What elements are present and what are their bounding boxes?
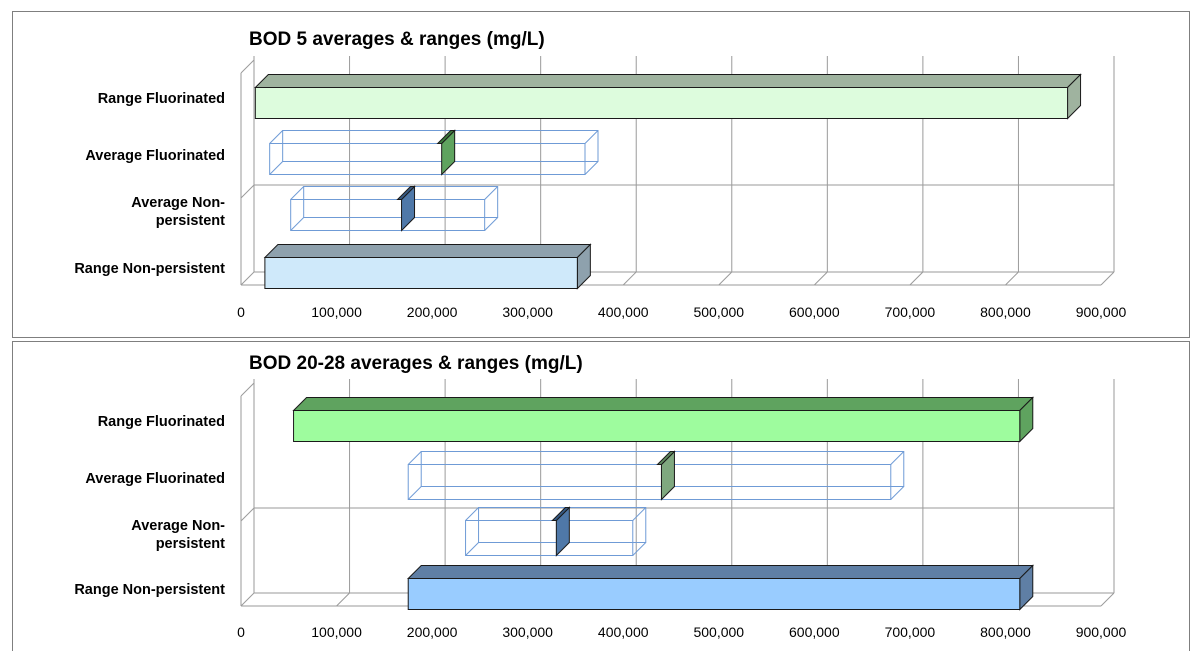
average-marker-top <box>396 186 416 200</box>
x-tick-label: 200,000 <box>407 304 458 320</box>
range-box-edge <box>890 486 905 500</box>
x-tick-label: 900,000 <box>1076 624 1127 640</box>
range-box-edge <box>465 542 479 556</box>
range-box-edge <box>484 186 499 200</box>
bar-average-fluorinated <box>407 450 905 501</box>
bar-top-face <box>263 244 592 258</box>
floor-gridline <box>718 271 733 286</box>
bar-range-fluorinated <box>292 396 1034 443</box>
x-tick-label: 200,000 <box>407 624 458 640</box>
bod20-28-chart-panel: BOD 20-28 averages & ranges (mg/L) 0 100,0… <box>12 341 1190 651</box>
x-tick-label: 700,000 <box>885 304 936 320</box>
floor-gridline <box>240 271 255 286</box>
bar-front-face <box>407 578 1021 610</box>
range-box-edge <box>584 161 599 175</box>
x-tick-label: 900,000 <box>1076 304 1127 320</box>
x-tick-label: 300,000 <box>502 304 553 320</box>
x-tick-label: 100,000 <box>311 304 362 320</box>
floor-gridline <box>622 271 637 286</box>
range-box-edge <box>407 486 422 500</box>
bar-top-face <box>292 397 1034 411</box>
side-gridline <box>240 59 255 74</box>
x-tick-label: 0 <box>237 304 245 320</box>
range-box-edge <box>584 130 599 144</box>
floor-gridline <box>813 271 828 286</box>
x-tick-labels: 0 100,000 200,000 300,000 400,000 500,000 600,… <box>237 624 1126 640</box>
x-tick-label: 400,000 <box>598 304 649 320</box>
chart-title: BOD 5 averages & ranges (mg/L) <box>249 29 545 50</box>
range-box-edge <box>465 507 479 521</box>
x-tick-label: 300,000 <box>502 624 553 640</box>
range-box-edge <box>269 130 284 144</box>
category-label-average-fluorinated: Average Fluorinated <box>85 148 225 164</box>
bod20-28-chart: BOD 20-28 averages & ranges (mg/L) 0 100,0… <box>74 353 1126 640</box>
x-tick-label: 600,000 <box>789 624 840 640</box>
x-tick-label: 100,000 <box>311 624 362 640</box>
bar-average-non-persistent <box>290 185 499 232</box>
range-box-edge <box>269 161 284 175</box>
range-box-front <box>465 520 634 556</box>
range-box-back <box>282 130 599 162</box>
range-box-edge <box>632 542 647 556</box>
floor-gridline <box>1100 592 1115 607</box>
bar-range-fluorinated <box>254 73 1082 120</box>
category-label-average-non-persistent: Average Non-persistent <box>131 518 225 552</box>
range-box-front <box>290 199 486 231</box>
range-box-edge <box>484 217 499 231</box>
bars <box>292 396 1034 611</box>
average-marker-top <box>656 451 676 465</box>
x-tick-label: 600,000 <box>789 304 840 320</box>
category-label-average-non-persistent: Average Non-persistent <box>131 195 225 229</box>
side-gridline <box>240 382 255 397</box>
range-box-edge <box>890 451 905 465</box>
bod5-chart-panel: BOD 5 averages & ranges (mg/L) 0 100,000 20… <box>12 11 1190 338</box>
category-label-range-fluorinated: Range Fluorinated <box>98 91 225 107</box>
bar-front-face <box>293 410 1021 442</box>
bars <box>254 73 1082 290</box>
bar-range-non-persistent <box>263 243 592 290</box>
category-label-average-fluorinated: Average Fluorinated <box>85 471 225 487</box>
category-labels: Range Fluorinated Average Fluorinated Aver… <box>74 91 225 277</box>
bar-range-non-persistent <box>407 564 1034 611</box>
floor-gridline <box>1100 271 1115 286</box>
range-box-edge <box>407 451 422 465</box>
x-tick-label: 500,000 <box>693 624 744 640</box>
x-tick-label: 500,000 <box>693 304 744 320</box>
x-tick-label: 700,000 <box>885 624 936 640</box>
x-tick-label: 800,000 <box>980 304 1031 320</box>
bar-top-face <box>254 74 1082 88</box>
x-tick-labels: 0 100,000 200,000 300,000 400,000 500,000 600,… <box>237 304 1126 320</box>
range-box-back <box>303 186 499 218</box>
x-tick-label: 400,000 <box>598 624 649 640</box>
average-marker-top <box>551 507 571 521</box>
bar-front-face <box>254 87 1069 119</box>
range-box-front <box>407 464 892 500</box>
category-label-range-non-persistent: Range Non-persistent <box>74 582 225 598</box>
range-box-edge <box>290 186 305 200</box>
floor-gridline <box>909 271 924 286</box>
chart-title: BOD 20-28 averages & ranges (mg/L) <box>249 353 583 374</box>
range-box-front <box>269 143 586 175</box>
category-label-range-fluorinated: Range Fluorinated <box>98 414 225 430</box>
bod5-chart: BOD 5 averages & ranges (mg/L) 0 100,000 20… <box>74 29 1126 320</box>
bar-front-face <box>264 257 578 289</box>
range-box-edge <box>290 217 305 231</box>
floor-gridline <box>1005 271 1019 286</box>
bar-top-face <box>407 565 1034 579</box>
category-labels: Range Fluorinated Average Fluorinated Aver… <box>74 414 225 598</box>
floor-gridline <box>336 592 350 607</box>
floor-gridline <box>240 592 255 607</box>
bar-average-non-persistent <box>465 506 647 557</box>
x-tick-label: 800,000 <box>980 624 1031 640</box>
side-gridline <box>240 507 255 522</box>
average-marker-top <box>436 130 456 144</box>
side-gridline <box>240 184 255 199</box>
bar-average-fluorinated <box>269 129 599 176</box>
category-label-range-non-persistent: Range Non-persistent <box>74 261 225 277</box>
x-tick-label: 0 <box>237 624 245 640</box>
range-box-edge <box>632 507 647 521</box>
